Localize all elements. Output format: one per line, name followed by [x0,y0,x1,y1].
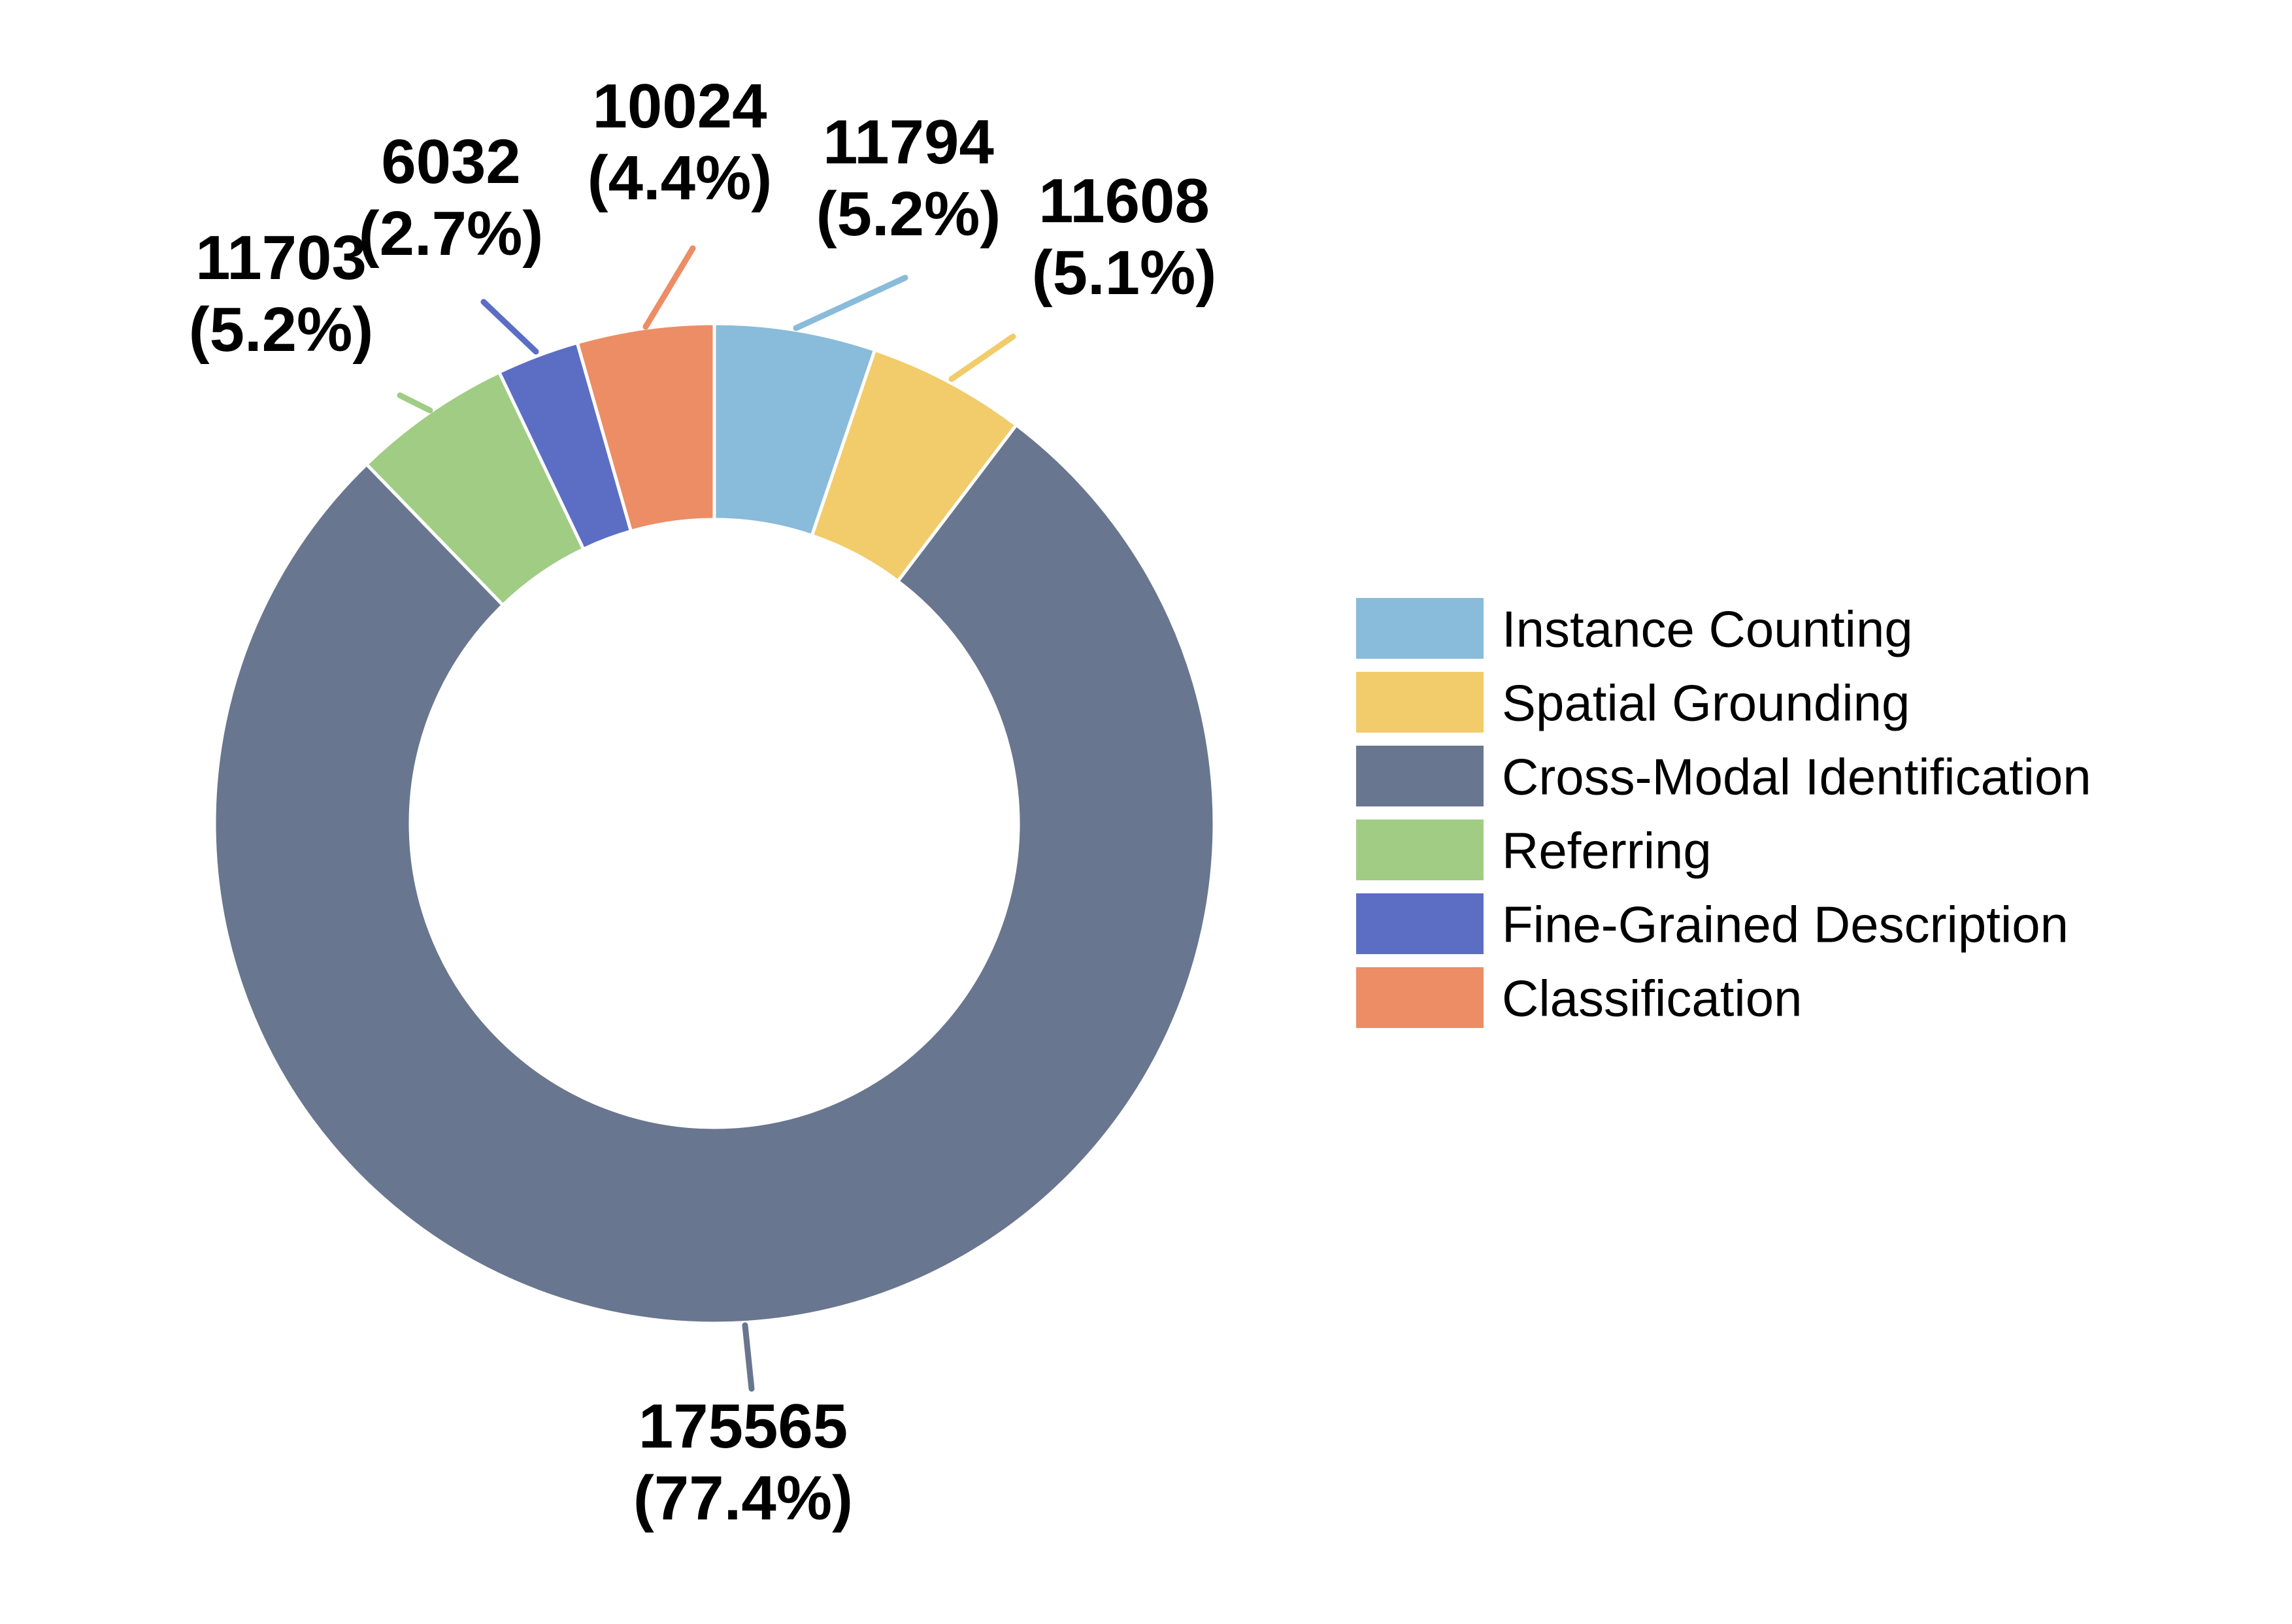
leader-line [397,392,433,414]
donut-slice-cross-modal-identification [212,422,1216,1325]
label-leader-lines [397,245,1016,1392]
legend-label: Cross-Modal Identification [1502,748,2091,806]
legend-label: Classification [1502,970,1802,1027]
data-label: 6032 (2.7%) [359,127,544,269]
legend-swatch [1356,893,1484,954]
data-label-value: 11608 [1038,166,1210,236]
legend-label: Spatial Grounding [1502,674,1910,732]
data-label-percent: (5.2%) [189,295,374,365]
donut-slice-classification [575,322,716,533]
legend-swatch [1356,598,1484,659]
legend-swatch [1356,820,1484,880]
legend-swatch [1356,746,1484,806]
data-label: 10024 (4.4%) [588,71,772,213]
data-label: 11794 (5.2%) [816,107,1001,249]
data-label-percent: (77.4%) [633,1463,853,1533]
data-label-value: 11794 [823,107,994,177]
data-label: 11608 (5.1%) [1032,166,1217,308]
data-label-percent: (5.2%) [816,179,1001,249]
leader-line [480,299,539,355]
data-label: 175565 (77.4%) [633,1391,853,1533]
donut-slices [212,322,1216,1325]
data-label: 11703 (5.2%) [189,223,374,365]
data-label-value: 10024 [593,71,767,141]
leader-line [742,1322,755,1392]
data-label-value: 175565 [639,1391,848,1461]
data-label-percent: (2.7%) [359,199,544,269]
legend-swatch [1356,967,1484,1028]
data-label-percent: (5.1%) [1032,238,1217,308]
legend-label: Referring [1502,822,1712,880]
legend: Instance Counting Spatial Grounding Cross-… [1356,598,2091,1028]
data-labels: 11794 (5.2%) 11608 (5.1%)175565 (77.4%)11703… [189,71,1217,1533]
data-label-value: 11703 [195,223,367,293]
data-label-value: 6032 [381,127,521,197]
data-label-percent: (4.4%) [588,143,772,213]
leader-line [642,245,696,330]
leader-line [793,274,908,331]
leader-line [948,333,1016,382]
legend-label: Instance Counting [1502,601,1913,658]
legend-swatch [1356,672,1484,733]
legend-label: Fine-Grained Description [1502,896,2068,953]
